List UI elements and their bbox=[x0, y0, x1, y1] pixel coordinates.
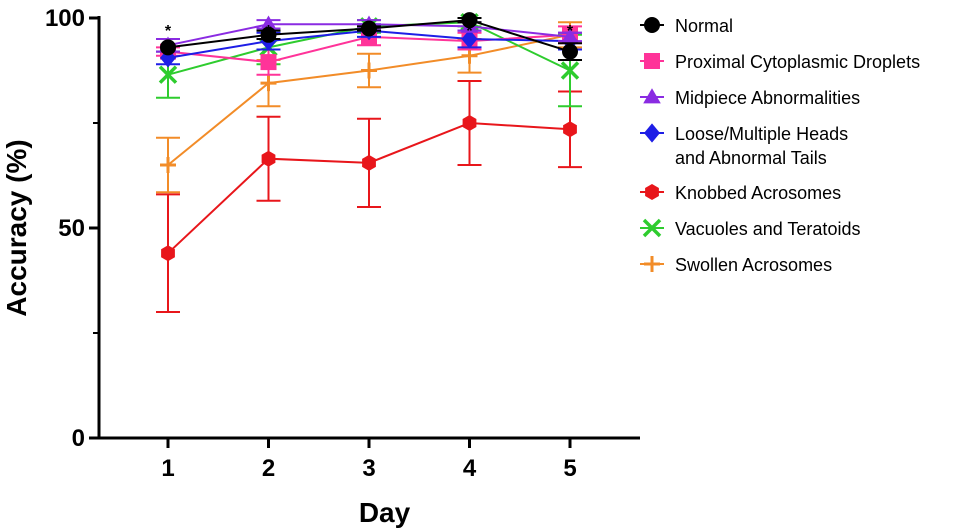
legend-label-line: Vacuoles and Teratoids bbox=[675, 219, 860, 239]
significance-marker: * bbox=[466, 23, 473, 40]
data-point bbox=[562, 43, 578, 60]
x-tick-label: 1 bbox=[161, 455, 174, 482]
data-point bbox=[362, 154, 376, 171]
series-4 bbox=[156, 80, 582, 313]
series-0 bbox=[160, 12, 582, 61]
axes-layer: 0 50 100 1 2 3 4 5 bbox=[45, 5, 640, 482]
significance-marker: * bbox=[366, 23, 373, 40]
legend-label-line: Midpiece Abnormalities bbox=[675, 88, 860, 108]
legend-label: Swollen Acrosomes bbox=[675, 255, 832, 275]
legend-marker bbox=[644, 53, 660, 69]
y-tick-label: 100 bbox=[45, 5, 85, 32]
data-point bbox=[158, 65, 178, 84]
series-6 bbox=[156, 21, 582, 194]
data-point bbox=[261, 150, 276, 167]
legend-marker bbox=[645, 184, 659, 200]
legend-item-0: Normal bbox=[640, 16, 733, 36]
legend-marker bbox=[642, 218, 662, 238]
legend-label-line: and Abnormal Tails bbox=[675, 148, 827, 168]
data-point bbox=[361, 20, 377, 37]
y-axis-title: Accuracy (%) bbox=[1, 139, 32, 316]
legend-marker bbox=[644, 17, 660, 33]
data-point bbox=[461, 29, 478, 49]
legend-label-line: Normal bbox=[675, 16, 733, 36]
legend-label: Vacuoles and Teratoids bbox=[675, 219, 860, 239]
x-tick-label: 5 bbox=[563, 455, 576, 482]
data-point bbox=[160, 48, 176, 68]
legend-label-line: Knobbed Acrosomes bbox=[675, 183, 841, 203]
data-point bbox=[361, 62, 377, 79]
legend-label-line: Loose/Multiple Heads bbox=[675, 124, 848, 144]
legend-marker bbox=[644, 256, 660, 272]
x-tick-label: 4 bbox=[463, 455, 477, 482]
data-point bbox=[563, 121, 577, 138]
y-tick-label: 50 bbox=[58, 215, 85, 242]
data-point bbox=[260, 26, 277, 43]
data-point bbox=[560, 61, 580, 80]
data-point bbox=[462, 115, 477, 131]
legend-label: Proximal Cytoplasmic Droplets bbox=[675, 52, 920, 72]
x-tick-label: 2 bbox=[262, 455, 275, 482]
legend-label: Midpiece Abnormalities bbox=[675, 88, 860, 108]
legend-label: Loose/Multiple Heads and Abnormal Tails bbox=[675, 124, 848, 168]
legend-label: Normal bbox=[675, 16, 733, 36]
data-point bbox=[461, 12, 478, 29]
legend-label: Knobbed Acrosomes bbox=[675, 183, 841, 203]
y-tick-label: 0 bbox=[72, 425, 85, 452]
significance-marker: * bbox=[165, 23, 172, 40]
legend-item-1: Proximal Cytoplasmic Droplets bbox=[640, 52, 920, 72]
data-point bbox=[160, 157, 176, 173]
legend: Normal Proximal Cytoplasmic Droplets Midpi… bbox=[640, 16, 920, 275]
legend-label-line: Proximal Cytoplasmic Droplets bbox=[675, 52, 920, 72]
significance-marker: * bbox=[265, 23, 272, 40]
data-point bbox=[160, 39, 176, 56]
data-point bbox=[260, 75, 277, 92]
legend-item-5: Vacuoles and Teratoids bbox=[640, 218, 860, 239]
significance-marker: * bbox=[567, 23, 574, 40]
legend-marker bbox=[644, 123, 660, 143]
series-layer: * * * * * bbox=[156, 12, 582, 313]
data-point bbox=[561, 28, 579, 44]
x-tick-label: 3 bbox=[362, 455, 375, 482]
legend-item-4: Knobbed Acrosomes bbox=[640, 183, 841, 203]
x-axis-title: Day bbox=[359, 497, 411, 528]
data-point bbox=[161, 245, 175, 262]
legend-item-2: Midpiece Abnormalities bbox=[640, 88, 860, 108]
legend-item-3: Loose/Multiple Heads and Abnormal Tails bbox=[640, 123, 848, 168]
data-point bbox=[260, 54, 277, 71]
legend-label-line: Swollen Acrosomes bbox=[675, 255, 832, 275]
data-point bbox=[259, 15, 278, 31]
legend-marker bbox=[643, 88, 661, 104]
legend-item-6: Swollen Acrosomes bbox=[640, 255, 832, 275]
